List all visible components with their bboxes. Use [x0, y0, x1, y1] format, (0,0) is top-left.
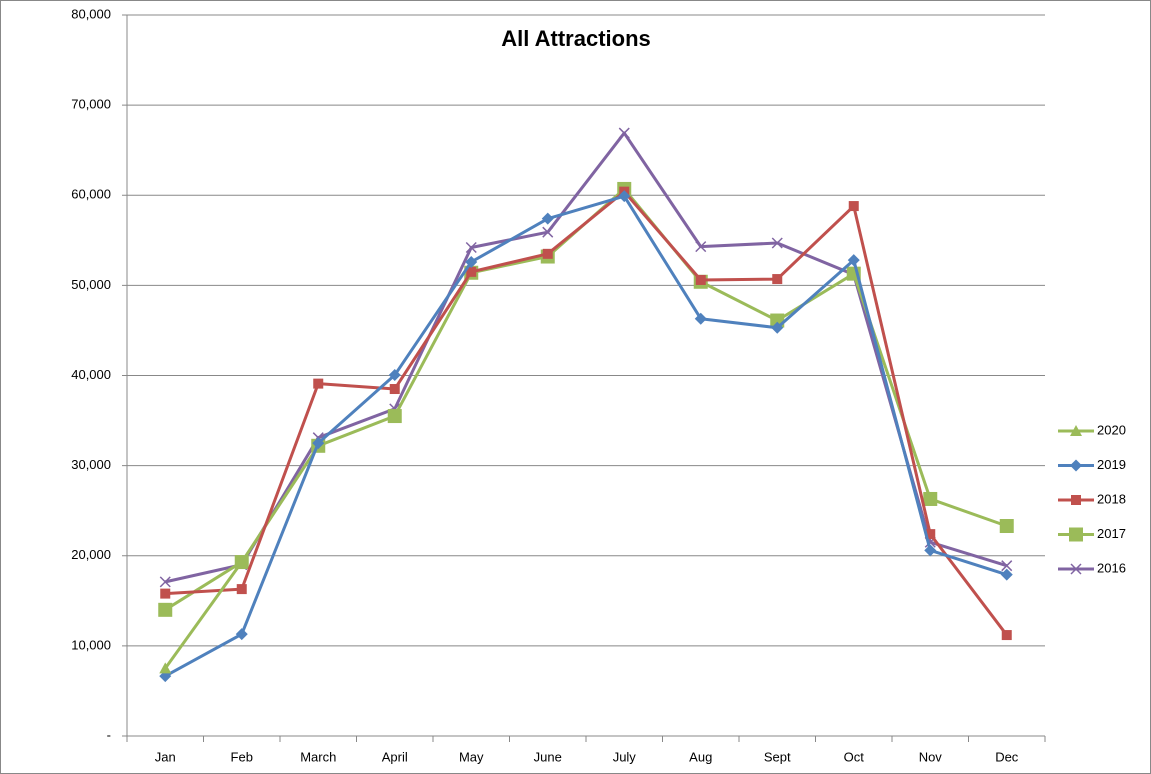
data-point — [387, 409, 402, 424]
data-point — [466, 266, 477, 277]
x-tick-label: March — [300, 749, 336, 764]
data-point — [848, 201, 859, 212]
chart-title: All Attractions — [501, 26, 651, 51]
data-point — [465, 241, 477, 254]
legend-marker — [1070, 459, 1082, 472]
data-point — [159, 576, 171, 588]
series-line — [164, 561, 243, 670]
legend-label: 2017 — [1097, 526, 1126, 541]
series-line — [164, 194, 1008, 678]
data-point — [772, 274, 783, 285]
data-point — [235, 628, 248, 641]
data-point — [771, 237, 783, 249]
x-tick-label: Oct — [844, 749, 865, 764]
data-point — [1001, 560, 1013, 572]
data-point — [999, 519, 1014, 534]
data-point — [542, 226, 554, 238]
data-point — [694, 312, 707, 325]
data-point — [923, 491, 938, 506]
data-point — [695, 274, 706, 285]
x-tick-label: May — [459, 749, 484, 764]
y-tick-label: - — [107, 727, 111, 742]
series-line — [165, 190, 1008, 636]
x-tick-label: Feb — [231, 749, 253, 764]
data-point — [235, 556, 248, 568]
legend-label: 2020 — [1097, 422, 1126, 437]
x-tick-label: July — [613, 749, 637, 764]
data-point — [618, 190, 631, 203]
y-tick-label: 20,000 — [71, 547, 111, 562]
data-point — [542, 248, 553, 259]
data-point — [618, 127, 630, 139]
y-tick-label: 70,000 — [71, 97, 111, 112]
data-point — [541, 212, 554, 225]
x-tick-label: Dec — [995, 749, 1019, 764]
data-point — [925, 529, 936, 540]
series-line — [164, 131, 1008, 584]
x-tick-label: Nov — [919, 749, 943, 764]
legend-marker — [1070, 563, 1082, 575]
data-point — [465, 255, 478, 268]
data-point — [388, 369, 401, 382]
y-tick-label: 40,000 — [71, 367, 111, 382]
data-point — [159, 662, 172, 674]
data-point — [389, 384, 400, 395]
legend-label: 2018 — [1097, 491, 1126, 506]
y-tick-label: 10,000 — [71, 637, 111, 652]
data-point — [1000, 568, 1013, 581]
data-point — [695, 241, 707, 253]
data-point — [1001, 630, 1012, 641]
x-tick-label: April — [382, 749, 408, 764]
legend-label: 2019 — [1097, 457, 1126, 472]
data-point — [160, 588, 171, 599]
data-point — [312, 437, 325, 450]
legend-label: 2016 — [1097, 560, 1126, 575]
y-tick-label: 80,000 — [71, 6, 111, 21]
data-point — [313, 378, 324, 389]
data-point — [236, 584, 247, 595]
x-tick-label: Sept — [764, 749, 791, 764]
y-tick-label: 60,000 — [71, 187, 111, 202]
x-tick-label: Jan — [155, 749, 176, 764]
x-tick-label: June — [534, 749, 562, 764]
y-tick-label: 30,000 — [71, 457, 111, 472]
data-point — [771, 321, 784, 334]
y-tick-label: 50,000 — [71, 277, 111, 292]
x-tick-label: Aug — [689, 749, 712, 764]
legend-marker — [1070, 425, 1082, 436]
data-point — [924, 544, 937, 557]
legend-marker — [1069, 527, 1083, 542]
legend-marker — [1071, 495, 1081, 505]
data-point — [847, 254, 860, 267]
data-point — [158, 602, 173, 617]
